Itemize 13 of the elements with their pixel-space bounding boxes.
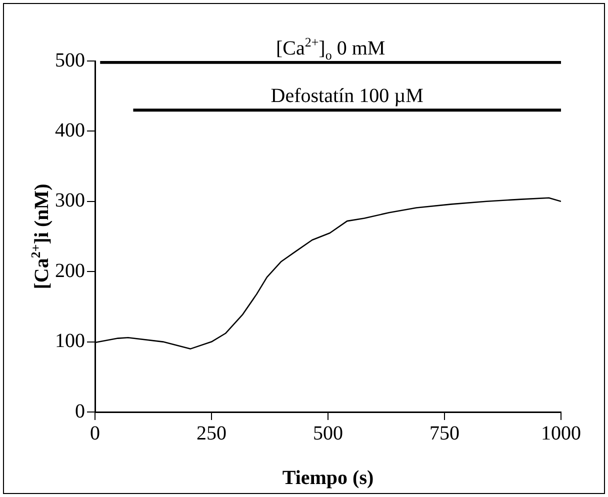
y-tick-label: 500 [55,49,85,72]
series-label: Defostatín 100 µM [270,85,424,108]
y-axis-title: [Ca2+]i (nM) [28,184,53,290]
y-tick-label: 200 [55,260,85,282]
y-tick-label: 0 [75,400,85,422]
y-tick-label: 400 [55,119,85,142]
x-tick-label: 1000 [541,422,581,444]
y-tick-label: 300 [55,190,85,212]
x-tick-label: 750 [430,422,460,444]
x-tick-label: 250 [196,422,226,444]
y-tick-label: 100 [55,330,85,352]
x-tick-label: 0 [90,422,100,444]
x-tick-label: 500 [313,422,343,444]
